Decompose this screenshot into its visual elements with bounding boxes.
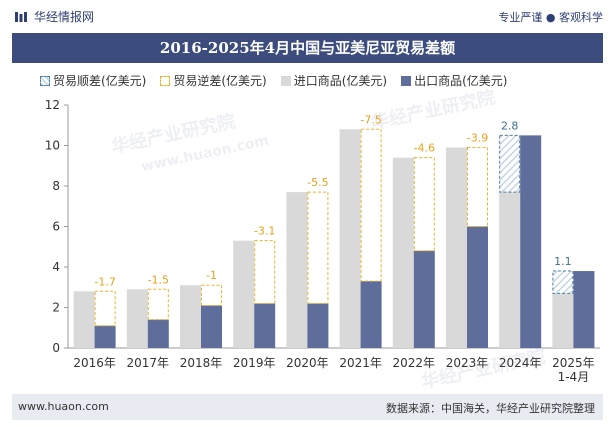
x-tick-label: 2019年	[233, 356, 276, 370]
y-tick-label: 2	[52, 301, 60, 315]
x-tick-label: 2025年	[552, 356, 595, 370]
export-bar	[360, 281, 382, 348]
import-bar	[446, 147, 467, 348]
y-tick-label: 12	[45, 98, 60, 112]
balance-data-label: -3.1	[254, 225, 275, 238]
import-bar	[73, 291, 95, 348]
legend-label-export: 出口商品(亿美元)	[414, 74, 508, 88]
brand-logo-icon	[15, 11, 27, 22]
surplus-segment	[499, 134, 521, 193]
balance-data-label: -5.5	[307, 176, 328, 189]
y-tick-label: 0	[52, 341, 60, 355]
x-tick-label: 2018年	[180, 356, 223, 370]
tagline: 专业严谨 ● 客观科学	[498, 11, 603, 24]
x-tick-label: 2022年	[393, 356, 436, 370]
x-tick-label: 2017年	[127, 356, 170, 370]
balance-data-label: 2.8	[501, 119, 519, 132]
brand-name: 华经情报网	[34, 10, 95, 24]
legend-label-surplus: 贸易顺差(亿美元)	[53, 74, 147, 88]
deficit-segment	[201, 284, 222, 306]
deficit-segment	[254, 240, 276, 304]
x-tick-label: 1-4月	[558, 370, 590, 384]
balance-data-label: -3.9	[467, 132, 488, 145]
surplus-segment	[552, 270, 574, 294]
deficit-segment	[94, 290, 116, 327]
legend-label-deficit: 贸易逆差(亿美元)	[173, 74, 267, 88]
deficit-segment	[307, 191, 329, 304]
x-tick-label: 2024年	[499, 356, 542, 370]
legend-item-deficit: 贸易逆差(亿美元)	[160, 72, 267, 89]
export-bar	[467, 226, 488, 348]
x-tick-label: 2021年	[339, 356, 382, 370]
balance-data-label: 1.1	[554, 255, 572, 268]
deficit-segment	[467, 147, 488, 227]
import-bar	[339, 129, 361, 348]
import-bar	[233, 240, 255, 348]
export-bar	[94, 325, 116, 348]
x-tick-label: 2023年	[446, 356, 489, 370]
y-tick-label: 4	[52, 260, 60, 274]
legend-swatch-import	[280, 75, 291, 86]
legend-swatch-export	[401, 75, 412, 86]
balance-data-label: -1.5	[148, 273, 169, 286]
legend-item-export: 出口商品(亿美元)	[401, 72, 508, 89]
export-bar	[254, 303, 276, 348]
deficit-segment	[413, 157, 435, 252]
deficit-segment	[360, 128, 382, 282]
import-bar	[499, 192, 521, 348]
legend-item-import: 进口商品(亿美元)	[280, 72, 388, 89]
y-tick-label: 6	[52, 220, 60, 234]
import-bar	[552, 293, 574, 348]
balance-data-label: -7.5	[360, 113, 381, 126]
balance-data-label: -1	[206, 269, 217, 282]
export-bar	[573, 271, 595, 348]
top-bar: 华经情报网 专业严谨 ● 客观科学	[0, 0, 615, 33]
legend-item-surplus: 贸易顺差(亿美元)	[40, 72, 146, 89]
import-bar	[392, 157, 414, 348]
chart-title: 2016-2025年4月中国与亚美尼亚贸易差额	[12, 33, 603, 63]
brand: 华经情报网	[14, 8, 94, 25]
export-bar	[520, 135, 542, 348]
deficit-segment	[147, 288, 169, 321]
balance-data-label: -4.6	[414, 142, 435, 155]
legend-swatch-deficit	[160, 75, 171, 86]
y-tick-label: 10	[45, 139, 60, 153]
export-bar	[147, 319, 169, 348]
y-tick-label: 8	[52, 179, 60, 193]
balance-data-label: -1.7	[94, 275, 115, 288]
export-bar	[201, 305, 222, 348]
footer-source: 数据来源：中国海关，华经产业研究院整理	[386, 402, 595, 415]
export-bar	[307, 303, 329, 348]
import-bar	[286, 192, 308, 348]
chart-legend: 贸易顺差(亿美元) 贸易逆差(亿美元) 进口商品(亿美元) 出口商品(亿美元)	[40, 72, 508, 89]
x-tick-label: 2020年	[286, 356, 329, 370]
x-tick-label: 2016年	[73, 356, 116, 370]
legend-label-import: 进口商品(亿美元)	[293, 74, 388, 88]
footer: www.huaon.com 数据来源：中国海关，华经产业研究院整理	[12, 394, 603, 420]
export-bar	[413, 250, 435, 348]
footer-website[interactable]: www.huaon.com	[18, 400, 109, 413]
legend-swatch-surplus	[40, 75, 50, 86]
import-bar	[180, 285, 201, 348]
import-bar	[126, 289, 148, 348]
